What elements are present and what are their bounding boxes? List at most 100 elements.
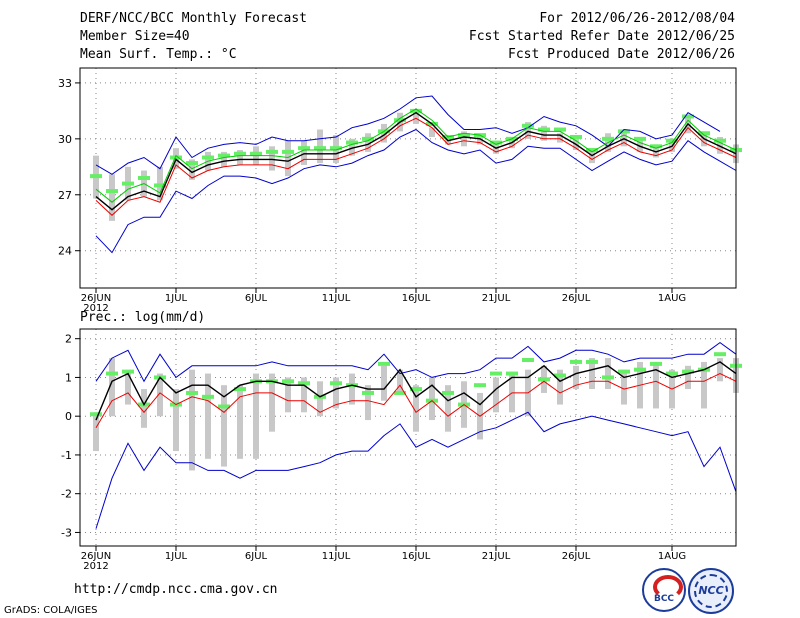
temp-obs-marker (410, 108, 422, 113)
precip-spread-box (141, 389, 147, 428)
precip-median-line (95, 373, 737, 429)
temp-obs-marker (218, 153, 230, 158)
temp-max-line (95, 95, 721, 175)
temp-ytick-label: 27 (58, 189, 72, 202)
variable-label: Mean Surf. Temp.: °C (80, 47, 237, 62)
temp-obs-marker (666, 138, 678, 143)
precip-min-line (95, 411, 737, 529)
precip-spread-box (93, 412, 99, 452)
precip-ytick-label: 0 (65, 410, 72, 423)
temp-obs-marker (682, 114, 694, 119)
temp-obs-marker (282, 149, 294, 154)
precip-spread-box (717, 358, 723, 382)
precip-spread-box (205, 373, 211, 459)
precip-obs-marker (666, 371, 678, 376)
precip-spread-box (301, 377, 307, 413)
temp-spread-box (285, 140, 291, 177)
started-refer-date: Fcst Started Refer Date 2012/06/25 (468, 29, 735, 44)
precip-spread-box (173, 389, 179, 452)
precip-spread-box (397, 369, 403, 393)
precip-spread-box (253, 373, 259, 459)
temp-obs-marker (298, 146, 310, 151)
precip-spread-box (221, 385, 227, 467)
precip-obs-marker (186, 390, 198, 395)
temp-spread-box (477, 135, 483, 145)
temp-spread-box (525, 122, 531, 139)
temp-obs-marker (346, 140, 358, 145)
temp-xtick-label: 26JUL (562, 293, 591, 304)
ncc-logo-text: NCC (698, 584, 724, 597)
temp-spread-box (349, 138, 355, 156)
temp-obs-marker (618, 129, 630, 134)
temp-year-label: 2012 (83, 303, 108, 314)
temp-obs-marker (138, 176, 150, 180)
produced-date: Fcst Produced Date 2012/06/26 (508, 47, 735, 62)
temp-obs-marker (90, 174, 102, 179)
temp-obs-marker (234, 151, 246, 156)
precip-obs-marker (298, 381, 310, 386)
precip-spread-box (381, 365, 387, 401)
temp-ytick-label: 33 (58, 77, 72, 90)
temp-obs-marker (154, 183, 166, 188)
temp-obs-marker (554, 127, 566, 132)
temp-spread-box (221, 151, 227, 167)
precip-obs-marker (602, 375, 614, 380)
forecast-period: For 2012/06/26-2012/08/04 (539, 11, 735, 26)
temp-obs-marker (362, 136, 374, 141)
precip-obs-marker (586, 359, 598, 364)
precip-xtick-label: 6JUL (245, 551, 268, 562)
temp-obs-marker (634, 136, 646, 141)
temp-spread-box (493, 144, 499, 154)
temp-obs-marker (266, 149, 278, 154)
precip-obs-marker (90, 412, 102, 417)
temp-obs-marker (602, 136, 614, 141)
source-url[interactable]: http://cmdp.ncc.cma.gov.cn (74, 582, 278, 597)
precip-obs-marker (362, 390, 374, 395)
precip-label: Prec.: log(mm/d) (80, 310, 206, 325)
precip-spread-box (189, 369, 195, 471)
precip-xtick-label: 21JUL (482, 551, 511, 562)
precip-year-label: 2012 (83, 561, 108, 572)
temp-obs-marker (250, 151, 262, 156)
precip-obs-marker (282, 379, 294, 384)
precip-obs-marker (106, 371, 118, 376)
temp-xtick-label: 11JUL (322, 293, 351, 304)
precip-spread-box (349, 373, 355, 405)
temp-xtick-label: 26JUN (81, 293, 111, 304)
temp-obs-marker (522, 123, 534, 128)
temp-obs-marker (186, 161, 198, 166)
temp-obs-marker (650, 144, 662, 149)
chart-title: DERF/NCC/BCC Monthly Forecast (80, 11, 307, 26)
precip-spread-box (333, 377, 339, 409)
bcc-logo: BCC (642, 568, 686, 612)
temp-obs-marker (538, 127, 550, 132)
precip-max-line (95, 341, 737, 383)
bcc-logo-text: BCC (653, 594, 675, 604)
precip-xtick-label: 1AUG (658, 551, 686, 562)
precip-xtick-label: 16JUL (402, 551, 431, 562)
temp-spread-box (557, 133, 563, 143)
precip-obs-marker (122, 369, 134, 374)
grads-credit: GrADS: COLA/IGES (4, 605, 98, 616)
temp-min-line (95, 128, 737, 254)
temp-spread-box (301, 140, 307, 165)
temp-obs-marker (106, 189, 118, 194)
precip-ytick-label: -1 (61, 449, 72, 462)
temp-spread-box (461, 131, 467, 147)
temp-ytick-label: 24 (58, 245, 72, 258)
precip-spread-box (493, 377, 499, 413)
precip-spread-box (557, 369, 563, 405)
precip-obs-marker (202, 394, 214, 399)
precip-spread-box (285, 377, 291, 413)
precip-spread-box (413, 385, 419, 432)
temp-spread-box (413, 110, 419, 124)
temp-xtick-label: 1JUL (165, 293, 188, 304)
precip-spread-box (445, 385, 451, 432)
precip-obs-marker (618, 369, 630, 374)
temp-obs-marker (458, 133, 470, 138)
precip-obs-marker (394, 390, 406, 395)
temp-obs-marker (122, 181, 134, 186)
precip-spread-box (685, 365, 691, 390)
temp-obs-marker (394, 118, 406, 123)
